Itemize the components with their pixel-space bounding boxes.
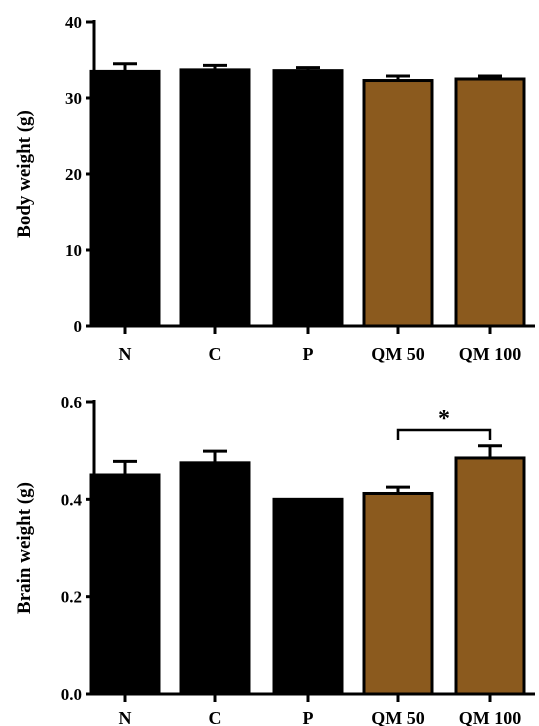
significance-bracket [396, 428, 492, 440]
bar-5 [454, 456, 526, 696]
bar-4 [362, 79, 434, 328]
bar-2 [179, 68, 251, 328]
y-tick-label: 0.0 [61, 685, 82, 704]
x-tick-label: QM 100 [459, 708, 522, 726]
y-tick-label: 20 [65, 165, 82, 184]
y-tick-label: 0 [74, 317, 83, 336]
significance-label: * [438, 406, 450, 432]
y-axis-title: Body weight (g) [14, 110, 35, 238]
y-tick-label: 30 [65, 89, 82, 108]
bar-5 [454, 77, 526, 328]
y-tick-label: 0.6 [61, 393, 82, 412]
y-tick-label: 10 [65, 241, 82, 260]
bar-3 [272, 497, 344, 696]
x-tick-label: N [119, 344, 132, 364]
x-tick-label: QM 100 [459, 344, 522, 364]
x-tick-label: QM 50 [371, 708, 425, 726]
x-tick-label: P [303, 708, 314, 726]
y-tick-label: 0.2 [61, 588, 82, 607]
bar-4 [362, 491, 434, 696]
x-tick-label: C [209, 344, 222, 364]
y-tick-label: 40 [65, 13, 82, 32]
x-tick-label: C [209, 708, 222, 726]
chart-2: 0.0 0.2 0.4 0.6 N C P QM 50 QM 100 Brain weight (… [14, 393, 535, 726]
x-tick-label: QM 50 [371, 344, 425, 364]
bar-2 [179, 461, 251, 696]
y-tick-label: 0.4 [61, 490, 83, 509]
bar-3 [272, 69, 344, 328]
chart-1: 0 10 20 30 40 N C P QM 50 QM 100 Body weight (g) [14, 13, 535, 364]
bar-1 [89, 473, 161, 696]
x-tick-label: N [119, 708, 132, 726]
bar-1 [89, 69, 161, 328]
y-axis-title: Brain weight (g) [14, 482, 35, 614]
x-tick-label: P [303, 344, 314, 364]
